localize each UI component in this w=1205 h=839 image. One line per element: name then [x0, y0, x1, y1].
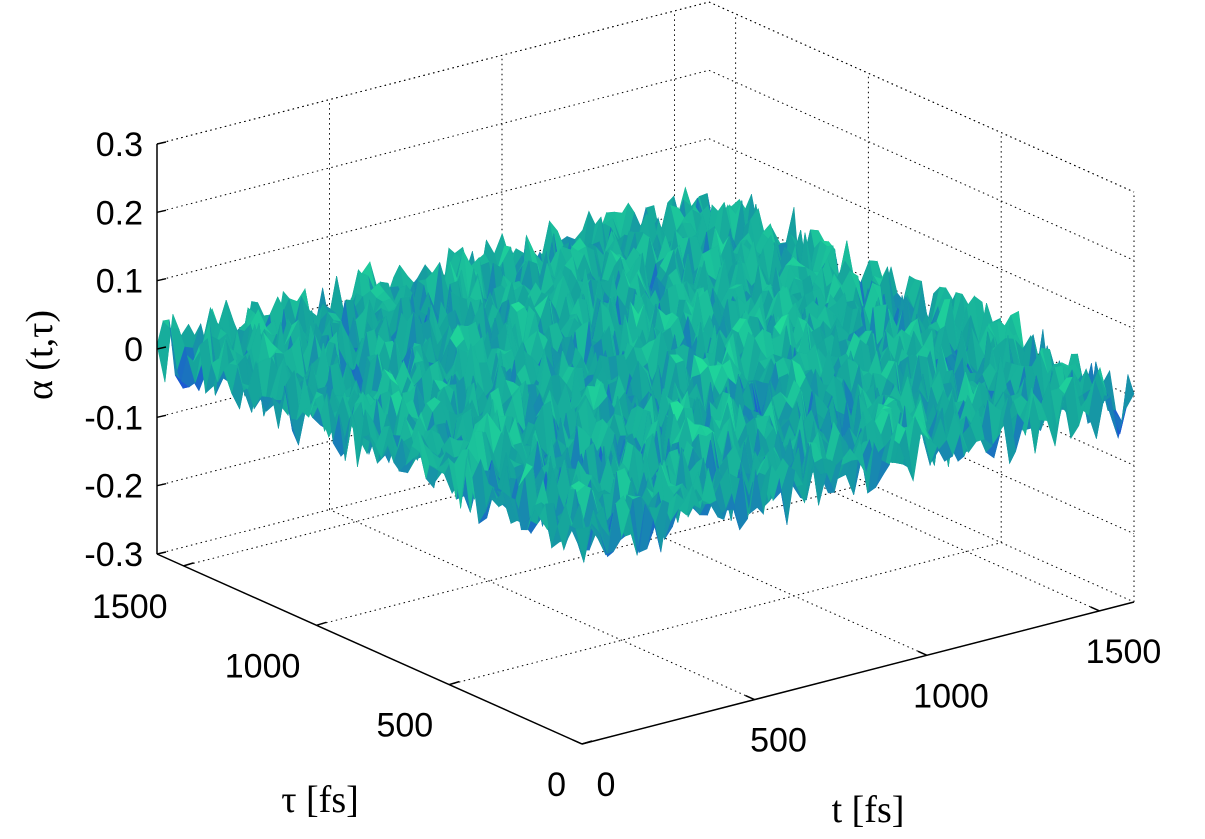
z-tick-mark	[156, 551, 167, 555]
grid-line	[708, 1, 1135, 193]
y-tick-label: 0	[547, 766, 566, 804]
y-axis-label: τ [fs]	[281, 779, 359, 821]
z-tick-labels: -0.3 -0.2 -0.1 0 0.1 0.2 0.3	[84, 126, 143, 574]
y-tick-labels: 0 500 1000 1500	[92, 588, 566, 804]
y-tick-mark	[183, 562, 194, 567]
x-tick-label: 1000	[913, 677, 989, 715]
x-tick-mark	[572, 739, 583, 745]
x-tick-label: 500	[750, 722, 807, 760]
z-tick-label: 0.1	[96, 263, 143, 301]
z-tick-mark	[156, 141, 167, 145]
z-tick-mark	[156, 277, 167, 282]
z-tick-label: 0.3	[96, 126, 143, 164]
y-tick-label: 500	[376, 707, 433, 745]
x-tick-label: 0	[597, 766, 616, 804]
y-tick-label: 1000	[225, 647, 301, 685]
z-tick-label: -0.3	[84, 536, 143, 574]
y-tick-mark	[316, 621, 327, 627]
grid-line	[156, 1, 710, 145]
y-tick-mark	[448, 680, 460, 686]
z-axis-label: α (t,τ)	[19, 310, 61, 400]
z-tick-label: -0.2	[84, 468, 143, 506]
surface-patch	[156, 320, 172, 383]
grid-line	[329, 509, 755, 701]
x-tick-mark	[745, 694, 755, 701]
x-tick-mark	[1090, 606, 1100, 612]
x-axis-label: t [fs]	[832, 789, 905, 831]
z-tick-mark	[156, 209, 167, 214]
z-tick-mark	[156, 482, 167, 487]
surface-mesh	[156, 186, 1135, 564]
grid-line	[449, 542, 1002, 686]
z-tick-label: 0.2	[96, 194, 143, 232]
x-tick-mark	[917, 650, 928, 656]
z-tick-mark	[156, 414, 167, 419]
y-tick-label: 1500	[92, 588, 168, 626]
z-tick-label: 0	[124, 331, 143, 369]
x-tick-label: 1500	[1086, 633, 1162, 671]
x-axis-line	[581, 601, 1135, 745]
z-tick-label: -0.1	[84, 399, 143, 437]
y-axis-line	[156, 553, 583, 745]
grid-line	[156, 69, 710, 213]
